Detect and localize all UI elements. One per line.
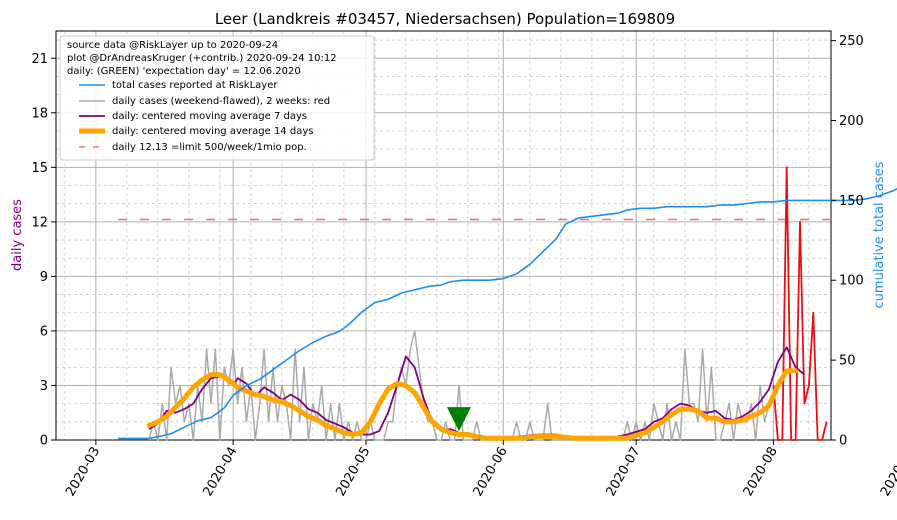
ytick-left-label: 12 (31, 215, 48, 230)
series-ma14-line (146, 368, 799, 441)
legend-expectation-text: daily: (GREEN) 'expectation day' = 12.06… (67, 66, 301, 77)
legend-box (59, 35, 375, 161)
expectation-day-marker (447, 407, 471, 432)
xtick-label: 2020-06 (471, 445, 511, 500)
legend-label-ma14: daily: centered moving average 14 days (112, 126, 313, 137)
marker-group (447, 407, 471, 432)
xtick-label: 2020-04 (200, 445, 240, 500)
xtick-label: 2020-03 (63, 445, 103, 500)
ytick-left-label: 6 (40, 324, 48, 339)
ytick-right-label: 250 (839, 34, 864, 49)
ylabel-right: cumulative total cases (872, 161, 887, 308)
ytick-right-label: 100 (839, 274, 864, 289)
ytick-right-label: 50 (839, 354, 856, 369)
xtick-label: 2020-09 (878, 445, 897, 500)
series-daily-cases-recent-line (772, 166, 828, 441)
series-group (118, 166, 897, 441)
legend: source data @RiskLayer up to 2020-09-24 … (59, 35, 375, 161)
ytick-left-label: 15 (31, 161, 48, 176)
legend-plot-text: plot @DrAndreasKruger (+contrib.) 2020-0… (67, 53, 337, 64)
xtick-label: 2020-05 (333, 445, 373, 500)
legend-label-limit: daily 12.13 =limit 500/week/1mio pop. (112, 142, 307, 153)
ytick-right-label: 0 (839, 434, 847, 449)
plot-frame (55, 30, 832, 441)
ytick-left-label: 21 (31, 52, 48, 67)
series-total-cases-line (118, 187, 897, 440)
ytick-right-label: 200 (839, 114, 864, 129)
ytick-left-label: 9 (40, 270, 48, 285)
ylabel-left: daily cases (10, 199, 25, 271)
ytick-left-label: 3 (40, 379, 48, 394)
legend-source-text: source data @RiskLayer up to 2020-09-24 (67, 40, 278, 51)
xtick-label: 2020-07 (603, 445, 643, 500)
ytick-right-label: 150 (839, 194, 864, 209)
legend-label-total: total cases reported at RiskLayer (112, 80, 278, 91)
xtick-label: 2020-08 (741, 445, 781, 500)
ytick-left-label: 18 (31, 106, 48, 121)
legend-label-daily: daily cases (weekend-flawed), 2 weeks: r… (112, 96, 330, 107)
chart-title: Leer (Landkreis #03457, Niedersachsen) P… (215, 10, 675, 28)
legend-label-ma7: daily: centered moving average 7 days (112, 111, 307, 122)
ytick-left-label: 0 (40, 434, 48, 449)
